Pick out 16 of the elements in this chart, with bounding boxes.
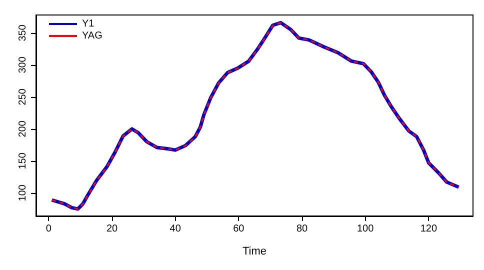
y-tick-label: 100	[18, 184, 28, 202]
x-tick-label: 20	[106, 224, 118, 234]
y-tick-label: 250	[18, 88, 28, 106]
legend-label: Y1	[82, 18, 95, 30]
x-tick-label: 60	[233, 224, 245, 234]
y-tick-label: 150	[18, 152, 28, 170]
x-axis-title: Time	[242, 246, 267, 258]
y-tick-label: 350	[18, 24, 28, 42]
x-tick-label: 40	[170, 224, 182, 234]
x-tick-label: 0	[46, 224, 52, 234]
y-tick-label: 200	[18, 120, 28, 138]
x-tick-label: 80	[296, 224, 308, 234]
legend-label: YAG	[82, 30, 103, 42]
x-tick-label: 120	[420, 224, 438, 234]
x-tick-label: 100	[356, 224, 374, 234]
y-tick-label: 300	[18, 56, 28, 74]
